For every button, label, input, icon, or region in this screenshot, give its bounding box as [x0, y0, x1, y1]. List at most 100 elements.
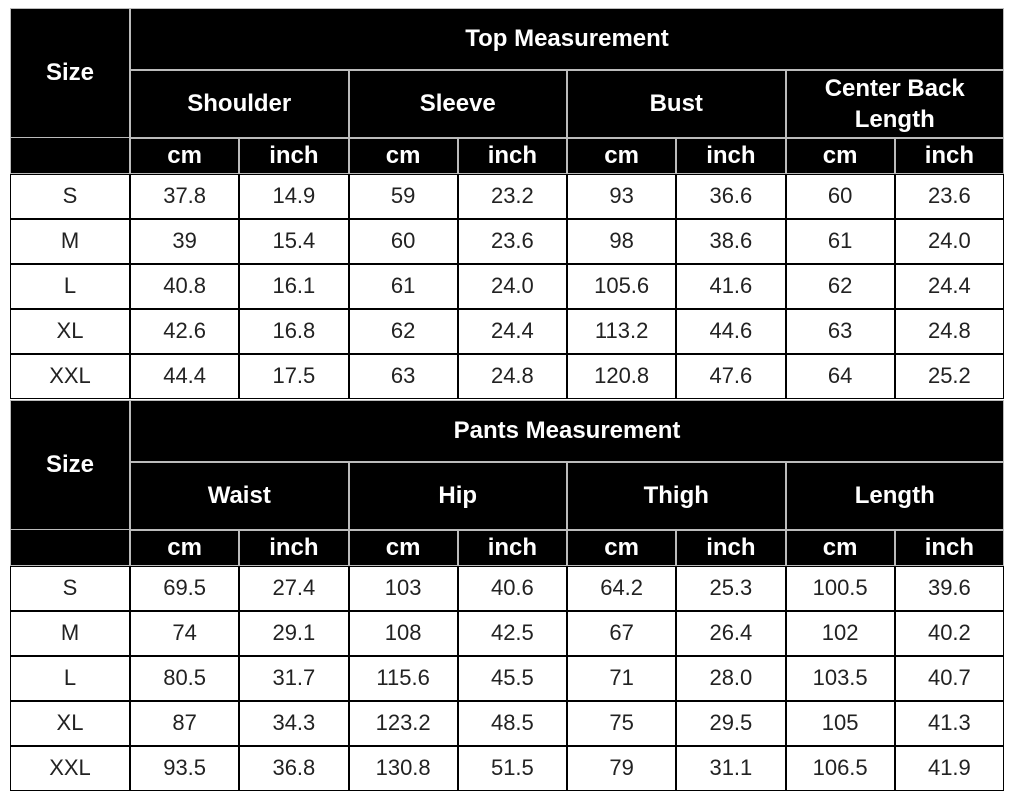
- unit-header: cm: [348, 530, 458, 566]
- size-label: S: [10, 566, 130, 611]
- measurement: 64.2: [567, 566, 677, 611]
- measurement: 40.6: [457, 566, 567, 611]
- size-label: XL: [10, 701, 130, 746]
- measurement: 67: [567, 611, 677, 656]
- measurement: 24.4: [894, 264, 1004, 309]
- measurement: 23.6: [457, 219, 567, 264]
- unit-header: cm: [130, 138, 240, 174]
- group-header: Length: [785, 462, 1004, 530]
- measurement: 24.0: [894, 219, 1004, 264]
- measurement: 87: [130, 701, 240, 746]
- unit-header: inch: [676, 530, 786, 566]
- measurement: 23.6: [894, 174, 1004, 219]
- measurement: 79: [567, 746, 677, 791]
- size-label: XL: [10, 309, 130, 354]
- measurement: 59: [348, 174, 458, 219]
- unit-header: inch: [894, 138, 1004, 174]
- table-title: Pants Measurement: [130, 400, 1004, 462]
- unit-header: cm: [567, 138, 677, 174]
- size-header: Size: [10, 400, 130, 530]
- measurement: 62: [348, 309, 458, 354]
- measurement: 29.5: [676, 701, 786, 746]
- unit-header: inch: [676, 138, 786, 174]
- measurement: 60: [348, 219, 458, 264]
- measurement: 98: [567, 219, 677, 264]
- group-header: Sleeve: [348, 70, 567, 138]
- measurement: 61: [785, 219, 895, 264]
- group-header: Shoulder: [130, 70, 349, 138]
- unit-header: cm: [567, 530, 677, 566]
- size-label: L: [10, 264, 130, 309]
- size-label: S: [10, 174, 130, 219]
- measurement: 34.3: [239, 701, 349, 746]
- measurement: 14.9: [239, 174, 349, 219]
- measurement: 61: [348, 264, 458, 309]
- unit-header: cm: [785, 138, 895, 174]
- measurement: 71: [567, 656, 677, 701]
- measurement: 93: [567, 174, 677, 219]
- measurement: 25.2: [894, 354, 1004, 399]
- measurement: 41.6: [676, 264, 786, 309]
- size-label: M: [10, 219, 130, 264]
- size-label: M: [10, 611, 130, 656]
- measurement: 24.4: [457, 309, 567, 354]
- measurement: 36.6: [676, 174, 786, 219]
- measurement: 29.1: [239, 611, 349, 656]
- measurement: 120.8: [567, 354, 677, 399]
- unit-header: inch: [239, 530, 349, 566]
- measurement: 62: [785, 264, 895, 309]
- measurement: 15.4: [239, 219, 349, 264]
- measurement: 41.9: [894, 746, 1004, 791]
- unit-header: cm: [130, 530, 240, 566]
- measurement: 39.6: [894, 566, 1004, 611]
- measurement: 17.5: [239, 354, 349, 399]
- measurement: 40.2: [894, 611, 1004, 656]
- measurement: 64: [785, 354, 895, 399]
- group-header: Bust: [567, 70, 786, 138]
- measurement: 28.0: [676, 656, 786, 701]
- measurement: 42.5: [457, 611, 567, 656]
- measurement: 102: [785, 611, 895, 656]
- measurement: 51.5: [457, 746, 567, 791]
- measurement: 26.4: [676, 611, 786, 656]
- group-header: Thigh: [567, 462, 786, 530]
- measurement: 48.5: [457, 701, 567, 746]
- measurement: 23.2: [457, 174, 567, 219]
- measurement: 31.7: [239, 656, 349, 701]
- measurement: 105.6: [567, 264, 677, 309]
- unit-header: cm: [348, 138, 458, 174]
- measurement: 123.2: [348, 701, 458, 746]
- measurement: 45.5: [457, 656, 567, 701]
- measurement: 113.2: [567, 309, 677, 354]
- measurement: 16.8: [239, 309, 349, 354]
- measurement: 103.5: [785, 656, 895, 701]
- measurement: 69.5: [130, 566, 240, 611]
- measurement: 24.8: [457, 354, 567, 399]
- measurement: 24.0: [457, 264, 567, 309]
- measurement: 38.6: [676, 219, 786, 264]
- measurement: 39: [130, 219, 240, 264]
- measurement: 130.8: [348, 746, 458, 791]
- measurement: 36.8: [239, 746, 349, 791]
- measurement: 60: [785, 174, 895, 219]
- measurement: 44.6: [676, 309, 786, 354]
- measurement: 115.6: [348, 656, 458, 701]
- measurement: 44.4: [130, 354, 240, 399]
- measurement: 106.5: [785, 746, 895, 791]
- measurement: 74: [130, 611, 240, 656]
- measurement: 31.1: [676, 746, 786, 791]
- measurement: 47.6: [676, 354, 786, 399]
- measurement: 100.5: [785, 566, 895, 611]
- unit-header: inch: [239, 138, 349, 174]
- table-title: Top Measurement: [130, 8, 1004, 70]
- unit-header: inch: [894, 530, 1004, 566]
- measurement: 42.6: [130, 309, 240, 354]
- size-label: XXL: [10, 354, 130, 399]
- size-label: XXL: [10, 746, 130, 791]
- group-header: Waist: [130, 462, 349, 530]
- unit-header: cm: [785, 530, 895, 566]
- measurement: 24.8: [894, 309, 1004, 354]
- measurement: 40.7: [894, 656, 1004, 701]
- measurement: 37.8: [130, 174, 240, 219]
